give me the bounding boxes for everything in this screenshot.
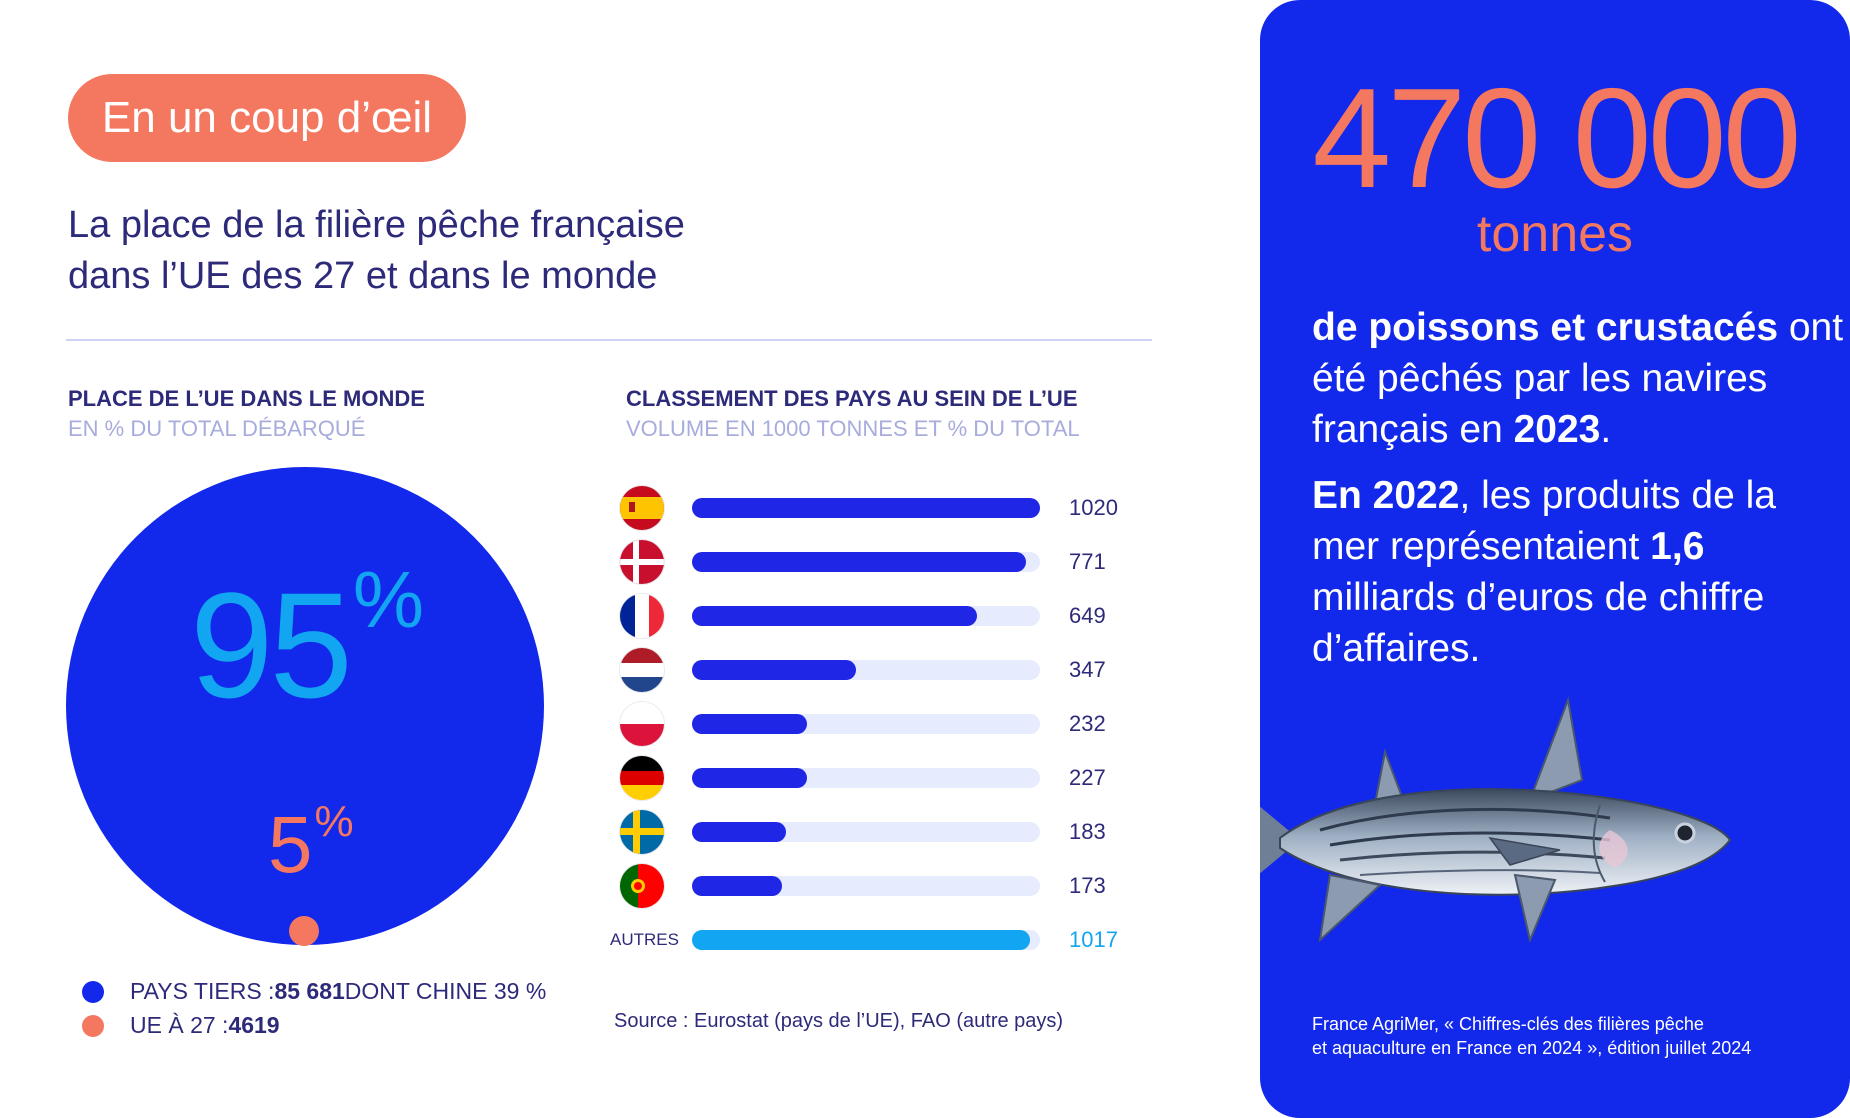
catch-volume-unit: tonnes (1476, 205, 1634, 263)
catch-desc-end: . (1600, 408, 1612, 451)
bar-row-sweden: 183 (620, 810, 1180, 854)
revenue-desc-end: milliards d’euros de chiffre d’affaires. (1312, 576, 1765, 670)
eu-percent-sign: % (314, 797, 354, 846)
bar-row-france: 649 (620, 594, 1180, 638)
bar-row-netherlands: 347 (620, 648, 1180, 692)
catch-desc-bold: de poissons et crustacés (1312, 306, 1779, 349)
legend-eu27: UE À 27 : 4619 (82, 1012, 280, 1039)
third-countries-percent: 95% (190, 560, 424, 721)
panel-source: France AgriMer, « Chiffres-clés des fili… (1312, 1012, 1832, 1060)
bar-value-denmark: 771 (1069, 549, 1106, 574)
tuna-fish-illustration (1260, 696, 1732, 944)
eu-share-dot (289, 916, 319, 946)
divider (66, 339, 1152, 341)
bar-value-france: 649 (1069, 603, 1106, 628)
legend-eu-prefix: UE À 27 : (130, 1012, 229, 1038)
page-subtitle: La place de la filière pêche française d… (68, 200, 788, 302)
legend-third-suffix: DONT CHINE 39 % (344, 978, 547, 1004)
bar-track (692, 498, 1040, 518)
revenue-desc-mid: , les produits de la mer représentaient (1312, 474, 1776, 568)
legend-eu-value: 4619 (228, 1012, 280, 1038)
revenue-value: 1,6 (1650, 525, 1705, 568)
bar-value-others: 1017 (1069, 927, 1118, 952)
bar-value-spain: 1020 (1069, 495, 1118, 520)
bar-france (692, 606, 978, 626)
bar-track (692, 768, 1040, 788)
bar-value-sweden: 183 (1069, 819, 1106, 844)
bar-track (692, 606, 1040, 626)
spain-flag-icon (620, 486, 664, 530)
catch-volume-stat: 470 000 (1312, 59, 1801, 218)
highlight-panel: 470 000 tonnes de poissons et crustacés … (1260, 0, 1850, 1118)
bar-track (692, 714, 1040, 734)
third-countries-percent-sign: % (352, 555, 424, 644)
netherlands-flag-icon (620, 648, 664, 692)
legend-third-value: 85 681 (274, 978, 345, 1004)
eu-percent: 5% (268, 800, 354, 885)
germany-flag-icon (620, 756, 664, 800)
bar-row-denmark: 771 (620, 540, 1180, 584)
bar-row-poland: 232 (620, 702, 1180, 746)
revenue-year: En 2022 (1312, 474, 1460, 517)
sweden-flag-icon (620, 810, 664, 854)
subtitle-line-1: La place de la filière pêche française (68, 204, 685, 246)
bar-spain (692, 498, 1040, 518)
eu-percent-value: 5 (268, 800, 313, 889)
world-share-circle (66, 467, 544, 945)
bar-track (692, 660, 1040, 680)
third-countries-percent-value: 95 (190, 561, 353, 729)
bar-row-germany: 227 (620, 756, 1180, 800)
ranking-subtitle: VOLUME EN 1000 TONNES ET % DU TOTAL (626, 416, 1080, 441)
france-flag-icon (620, 594, 664, 638)
world-subtitle: EN % DU TOTAL DÉBARQUÉ (68, 416, 366, 441)
bar-sweden (692, 822, 786, 842)
catch-desc-rest: ont été pêchés par les navires français … (1312, 306, 1844, 451)
catch-year: 2023 (1513, 408, 1601, 451)
bar-track (692, 552, 1040, 572)
bar-value-poland: 232 (1069, 711, 1106, 736)
ranking-source: Source : Eurostat (pays de l’UE), FAO (a… (614, 1010, 1064, 1032)
section-badge: En un coup d’œil (68, 74, 466, 162)
world-title: PLACE DE L’UE DANS LE MONDE (68, 386, 425, 411)
bar-value-netherlands: 347 (1069, 657, 1106, 682)
others-label: AUTRES (610, 930, 679, 949)
legend-swatch-blue (82, 980, 104, 1003)
portugal-flag-icon (620, 864, 664, 908)
subtitle-line-2: dans l’UE des 27 et dans le monde (68, 255, 658, 297)
legend-third-prefix: PAYS TIERS : (130, 978, 275, 1004)
bar-value-portugal: 173 (1069, 873, 1106, 898)
bar-poland (692, 714, 807, 734)
poland-flag-icon (620, 702, 664, 746)
panel-source-line-2: et aquaculture en France en 2024 », édit… (1312, 1038, 1752, 1058)
bar-row-others: AUTRES 1017 (610, 918, 1180, 962)
bar-row-portugal: 173 (620, 864, 1180, 908)
bar-row-spain: 1020 (620, 486, 1180, 530)
bar-germany (692, 768, 807, 788)
revenue-description: En 2022, les produits de la mer représen… (1312, 470, 1812, 674)
bar-others (692, 930, 1030, 950)
legend-swatch-coral (82, 1014, 104, 1037)
bar-netherlands (692, 660, 856, 680)
denmark-flag-icon (620, 540, 664, 584)
panel-source-line-1: France AgriMer, « Chiffres-clés des fili… (1312, 1014, 1704, 1034)
bar-track (692, 930, 1040, 950)
ranking-title: CLASSEMENT DES PAYS AU SEIN DE L’UE (626, 386, 1078, 411)
legend-third-countries: PAYS TIERS : 85 681 DONT CHINE 39 % (82, 978, 546, 1005)
bar-track (692, 876, 1040, 896)
bar-denmark (692, 552, 1027, 572)
bar-track (692, 822, 1040, 842)
bar-value-germany: 227 (1069, 765, 1106, 790)
bar-portugal (692, 876, 783, 896)
catch-description: de poissons et crustacés ont été pêchés … (1312, 302, 1850, 455)
